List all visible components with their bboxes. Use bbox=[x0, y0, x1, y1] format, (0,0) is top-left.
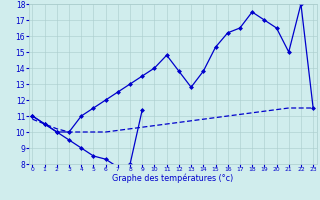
X-axis label: Graphe des températures (°c): Graphe des températures (°c) bbox=[112, 174, 233, 183]
